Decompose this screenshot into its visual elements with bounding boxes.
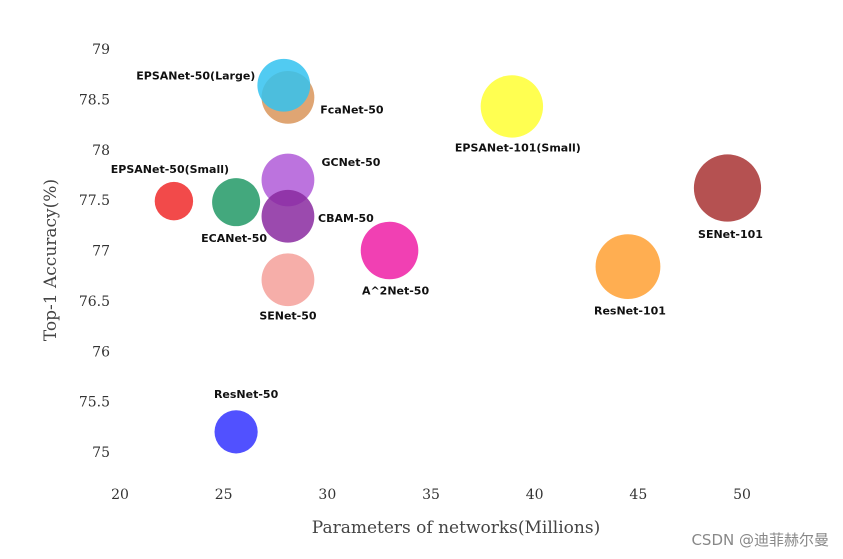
bubble-epsanet-50-small	[154, 181, 194, 221]
point-label: FcaNet-50	[320, 103, 384, 116]
bubble-gcnet-50	[261, 153, 315, 207]
point-label: ResNet-50	[214, 388, 279, 401]
bubble-senet-50	[261, 253, 315, 307]
x-tick-label: 30	[318, 487, 336, 503]
bubble-cbam-50	[261, 189, 315, 243]
x-tick-label: 25	[215, 487, 233, 503]
x-axis-ticks: 20 25 30 35 40 45 50	[111, 487, 751, 503]
bubble-ecanet-50	[212, 178, 261, 227]
point-labels: EPSANet-50(Large) FcaNet-50 EPSANet-101(Sm…	[111, 69, 763, 401]
point-label: SENet-101	[698, 228, 763, 241]
point-label: EPSANet-50(Large)	[136, 69, 255, 82]
y-axis-title: Top-1 Accuracy(%)	[41, 179, 61, 341]
point-label: EPSANet-50(Small)	[111, 163, 229, 176]
y-tick-label: 79	[92, 42, 110, 58]
point-label: EPSANet-101(Small)	[455, 141, 581, 154]
watermark: CSDN @迪菲赫尔曼	[691, 531, 829, 549]
y-axis-ticks: 75 75.5 76 76.5 77 77.5 78 78.5 79	[79, 42, 110, 461]
bubble-resnet-50	[214, 410, 258, 454]
point-label: CBAM-50	[318, 212, 374, 225]
point-label: GCNet-50	[321, 156, 380, 169]
point-label: ECANet-50	[201, 232, 267, 245]
point-label: SENet-50	[259, 310, 317, 323]
y-tick-label: 78.5	[79, 92, 110, 108]
bubble-senet-101	[693, 154, 762, 222]
bubble-epsanet-50-large	[257, 58, 311, 112]
y-tick-label: 78	[92, 143, 110, 159]
y-tick-label: 75	[92, 445, 110, 461]
x-tick-label: 20	[111, 487, 129, 503]
bubble-a-2net-50	[360, 221, 419, 280]
point-label: ResNet-101	[594, 305, 666, 318]
x-tick-label: 50	[733, 487, 751, 503]
x-axis-title: Parameters of networks(Millions)	[312, 518, 600, 538]
x-tick-label: 35	[422, 487, 440, 503]
y-tick-label: 76.5	[79, 294, 110, 310]
y-tick-label: 76	[92, 344, 110, 360]
bubble-resnet-101	[595, 234, 661, 300]
y-tick-label: 75.5	[79, 395, 110, 411]
y-tick-label: 77.5	[79, 193, 110, 209]
point-label: A^2Net-50	[362, 285, 430, 298]
x-tick-label: 40	[526, 487, 544, 503]
bubble-epsanet-101-small	[480, 75, 544, 138]
y-tick-label: 77	[92, 244, 110, 260]
bubble-series	[154, 58, 762, 454]
x-tick-label: 45	[629, 487, 647, 503]
